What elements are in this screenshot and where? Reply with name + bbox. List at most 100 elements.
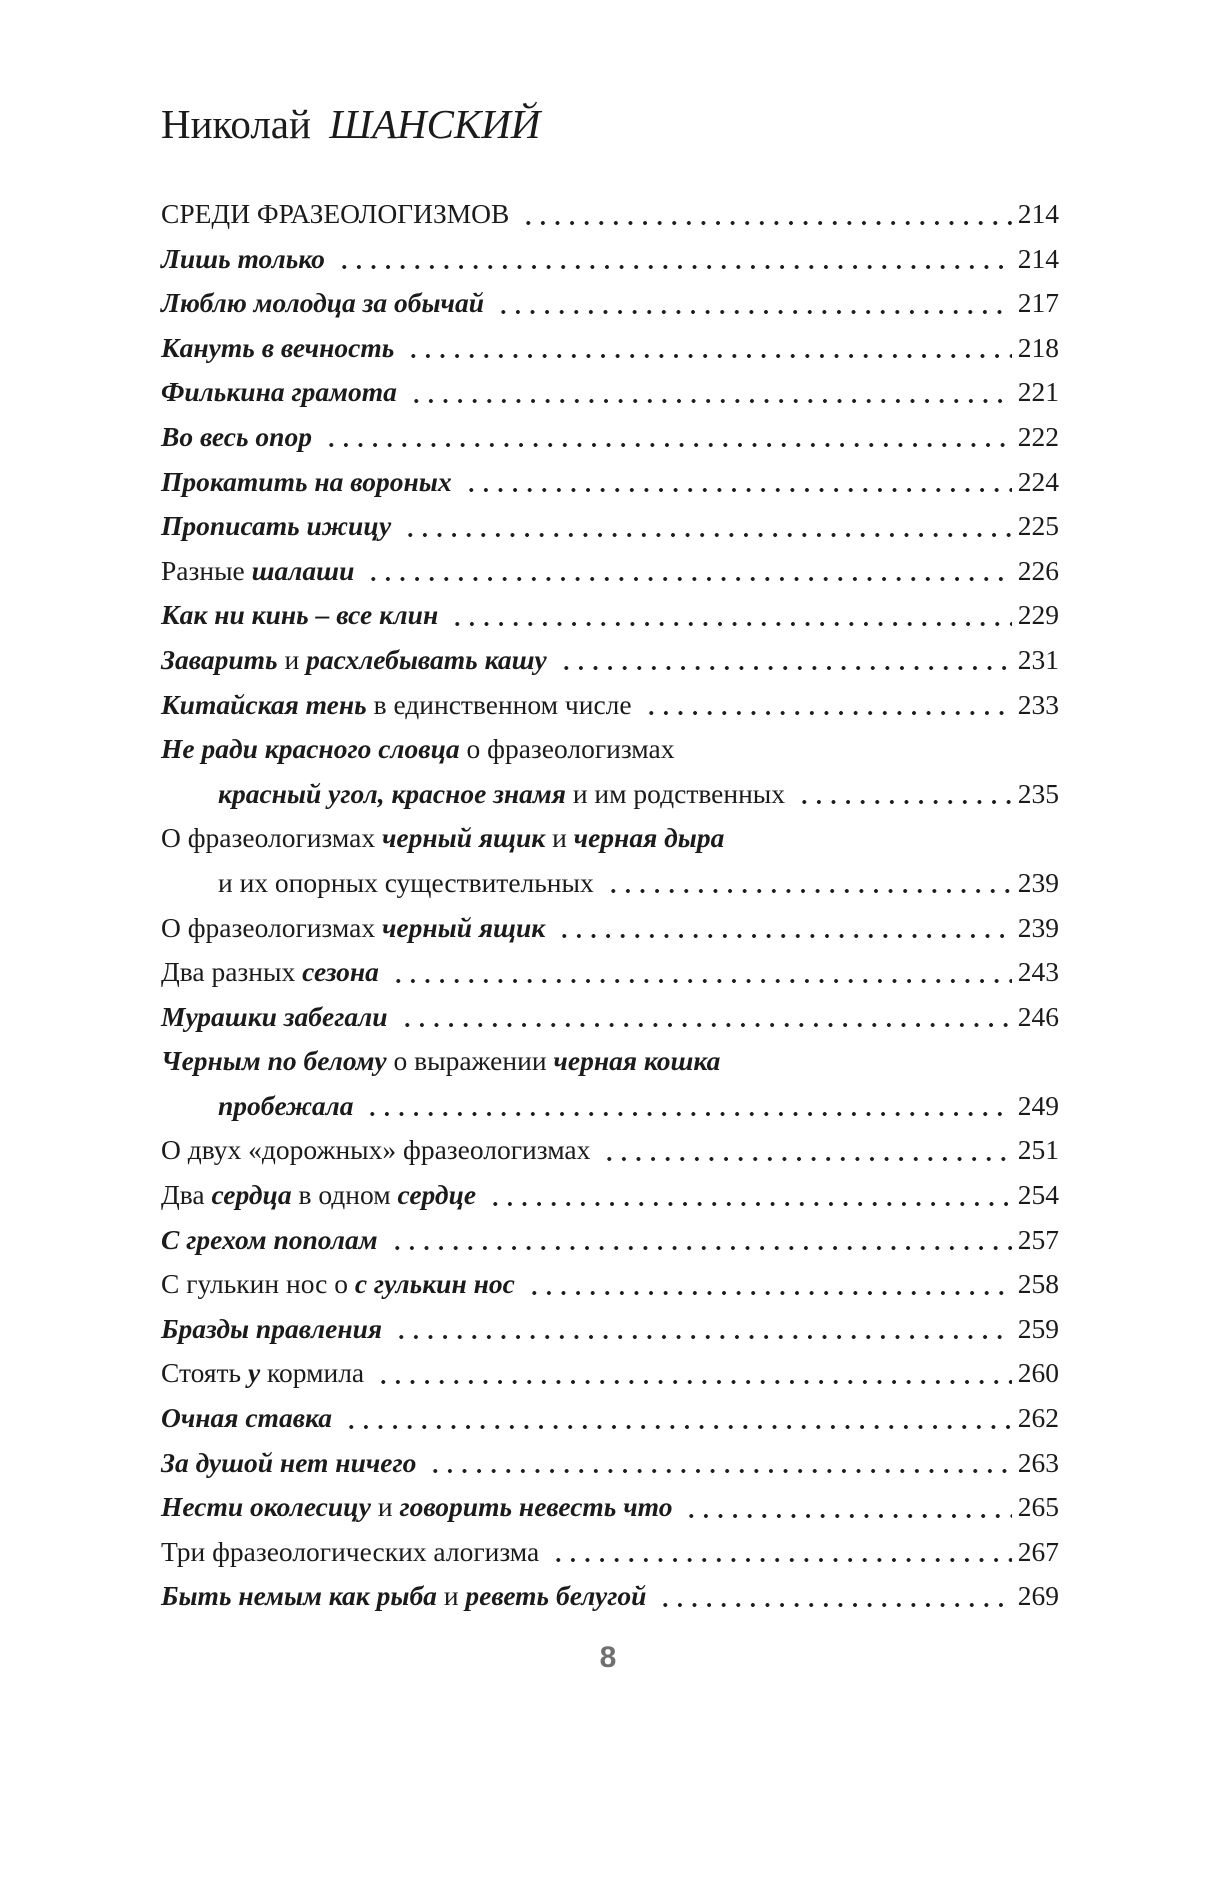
dot-leader bbox=[445, 593, 1012, 638]
toc-entry-page-number: 267 bbox=[1017, 1535, 1059, 1567]
toc-title-segment: Филькина грамота bbox=[161, 376, 397, 408]
toc-title-segment: О фразеологизмах bbox=[161, 822, 376, 854]
toc-title-segment: Бразды правления bbox=[161, 1312, 383, 1344]
toc-title-segment: пробежала bbox=[218, 1089, 354, 1121]
toc-entry-page-number: 214 bbox=[1017, 242, 1059, 274]
toc-entry-title: Мурашки забегали bbox=[161, 995, 388, 1040]
toc-entry-title: Разные шалаши bbox=[161, 549, 354, 594]
toc-entry-page-number: 229 bbox=[1017, 599, 1059, 631]
toc-entry-page-number: 257 bbox=[1017, 1223, 1059, 1255]
toc-entry-page-number: 221 bbox=[1017, 376, 1059, 408]
toc-entry: Мурашки забегали 246 bbox=[161, 994, 1059, 1040]
toc-title-segment: Нести околесицу bbox=[161, 1491, 371, 1523]
toc-entry-title: Во весь опор bbox=[161, 415, 312, 460]
toc-title-segment: Как ни кинь – все клин bbox=[161, 599, 439, 631]
dot-leader bbox=[339, 1396, 1012, 1441]
toc-entry: Очная ставка 262 bbox=[161, 1396, 1059, 1441]
page-footer: 8 bbox=[0, 1641, 1216, 1675]
toc-entry: Прописать ижицу 225 bbox=[161, 504, 1059, 549]
toc-title-segment: Люблю молодца за обычай bbox=[161, 287, 485, 319]
toc-entry-page-number: 254 bbox=[1017, 1179, 1059, 1211]
toc-title-segment: черный ящик bbox=[375, 911, 546, 943]
toc-entry-title: Как ни кинь – все клин bbox=[161, 593, 438, 638]
toc-entry: Люблю молодца за обычай 217 bbox=[161, 281, 1059, 326]
page-header: Николай ШАНСКИЙ bbox=[161, 100, 540, 149]
toc-entry-title: Нести околесицу и говорить невесть что bbox=[161, 1485, 672, 1530]
toc-title-segment: черный ящик bbox=[375, 822, 546, 854]
toc-entry: Стоять у кормила 260 bbox=[161, 1351, 1059, 1397]
toc-title-segment: Разные bbox=[161, 554, 245, 586]
toc-entry-page-number: 262 bbox=[1017, 1402, 1059, 1434]
toc-title-segment: Черным по белому bbox=[161, 1045, 387, 1077]
page-number: 8 bbox=[599, 1641, 617, 1674]
dot-leader bbox=[792, 771, 1012, 817]
toc-entry-page-number: 246 bbox=[1017, 1000, 1059, 1032]
toc-entry-title: Китайская тень в единственном числе bbox=[161, 683, 632, 728]
toc-title-segment: красный угол, красное знамя bbox=[218, 777, 566, 809]
toc-title-segment: с гулькин нос bbox=[347, 1268, 515, 1300]
toc-entry: Нести околесицу и говорить невесть что 26… bbox=[161, 1485, 1059, 1530]
toc-title-segment: и bbox=[371, 1491, 393, 1523]
toc-title-segment: Во весь опор bbox=[161, 420, 312, 452]
toc-entry-title: Быть немым как рыба и реветь белугой bbox=[161, 1574, 646, 1619]
toc-title-segment: сезона bbox=[295, 956, 379, 988]
toc-title-segment: шалаши bbox=[244, 554, 355, 586]
toc-title-segment: у bbox=[241, 1357, 261, 1389]
toc-entry-page-number: 269 bbox=[1017, 1580, 1059, 1612]
toc-entry: Прокатить на вороных 224 bbox=[161, 459, 1059, 505]
toc-entry: Быть немым как рыба и реветь белугой 269 bbox=[161, 1574, 1059, 1619]
toc-title-segment: расхлебывать кашу bbox=[299, 643, 547, 675]
toc-entry-title: Не ради красного словца о фразеологизмах bbox=[161, 727, 674, 772]
author-last-name: ШАНСКИЙ bbox=[329, 101, 541, 147]
toc-entry-title: пробежала bbox=[218, 1084, 353, 1129]
dot-leader bbox=[398, 504, 1012, 549]
toc-title-segment: сердца bbox=[204, 1179, 292, 1211]
toc-entry-title: Прописать ижицу bbox=[161, 504, 391, 549]
toc-entry-page-number: 217 bbox=[1017, 287, 1059, 319]
dot-leader bbox=[389, 1306, 1012, 1352]
toc-title-segment: За душой нет ничего bbox=[161, 1446, 417, 1478]
toc-entry-page-number: 231 bbox=[1017, 643, 1059, 675]
toc-entry-title: Два разных сезона bbox=[161, 950, 379, 995]
toc-title-segment: черная кошка bbox=[546, 1045, 721, 1077]
toc-entry-page-number: 214 bbox=[1017, 198, 1059, 229]
dot-leader bbox=[491, 281, 1012, 326]
toc-entry-page-number: 263 bbox=[1017, 1446, 1059, 1478]
toc-entry: Разные шалаши 226 bbox=[161, 548, 1059, 594]
toc-title-segment: Три фразеологических алогизма bbox=[161, 1535, 540, 1567]
toc-title-segment: Прокатить на вороных bbox=[161, 465, 452, 497]
toc-entry-title: За душой нет ничего bbox=[161, 1441, 416, 1486]
toc-title-segment: и им родственных bbox=[565, 777, 786, 809]
toc-entry: Черным по белому о выражении черная кошк… bbox=[161, 1039, 1059, 1084]
toc-entry: Как ни кинь – все клин 229 bbox=[161, 593, 1059, 638]
toc-entry: С грехом пополам 257 bbox=[161, 1217, 1059, 1263]
dot-leader bbox=[546, 1529, 1012, 1575]
toc-entry: Филькина грамота 221 bbox=[161, 370, 1059, 415]
dot-leader bbox=[318, 414, 1012, 460]
toc-title-segment: и их опорных существительных bbox=[218, 866, 594, 898]
dot-leader bbox=[638, 682, 1012, 728]
toc-entry-page-number: 226 bbox=[1017, 554, 1059, 586]
dot-leader bbox=[521, 1262, 1012, 1307]
toc-entry-title: С грехом пополам bbox=[161, 1218, 378, 1263]
toc-entry: Бразды правления 259 bbox=[161, 1306, 1059, 1352]
toc-entry: С гулькин нос о с гулькин нос 258 bbox=[161, 1262, 1059, 1307]
toc-entry-page-number: 233 bbox=[1017, 688, 1059, 720]
toc-title-segment: Не ради красного словца bbox=[161, 733, 460, 765]
toc-entry-title: и их опорных существительных bbox=[218, 861, 594, 906]
dot-leader bbox=[384, 1217, 1012, 1263]
toc-entry-title: Филькина грамота bbox=[161, 370, 397, 415]
toc-title-segment: Китайская тень bbox=[161, 688, 367, 720]
toc-title-segment: О фразеологизмах bbox=[161, 911, 376, 943]
toc-entry: Три фразеологических алогизма 267 bbox=[161, 1529, 1059, 1575]
toc-entry-title: Три фразеологических алогизма bbox=[161, 1530, 539, 1575]
toc-entry-page-number: 251 bbox=[1017, 1134, 1059, 1166]
toc-title-segment: Стоять bbox=[161, 1357, 242, 1389]
toc-title-segment: Кануть в вечность bbox=[161, 331, 395, 363]
toc-title-segment: говорить невесть что bbox=[392, 1491, 673, 1523]
toc-entry-title: Заварить и расхлебывать кашу bbox=[161, 638, 547, 683]
table-of-contents: СРЕДИ ФРАЗЕОЛОГИЗМОВ 214 Лишь только 214 Люб… bbox=[161, 192, 1059, 1619]
dot-leader bbox=[552, 905, 1012, 951]
toc-title-segment: о выражении bbox=[386, 1045, 547, 1077]
